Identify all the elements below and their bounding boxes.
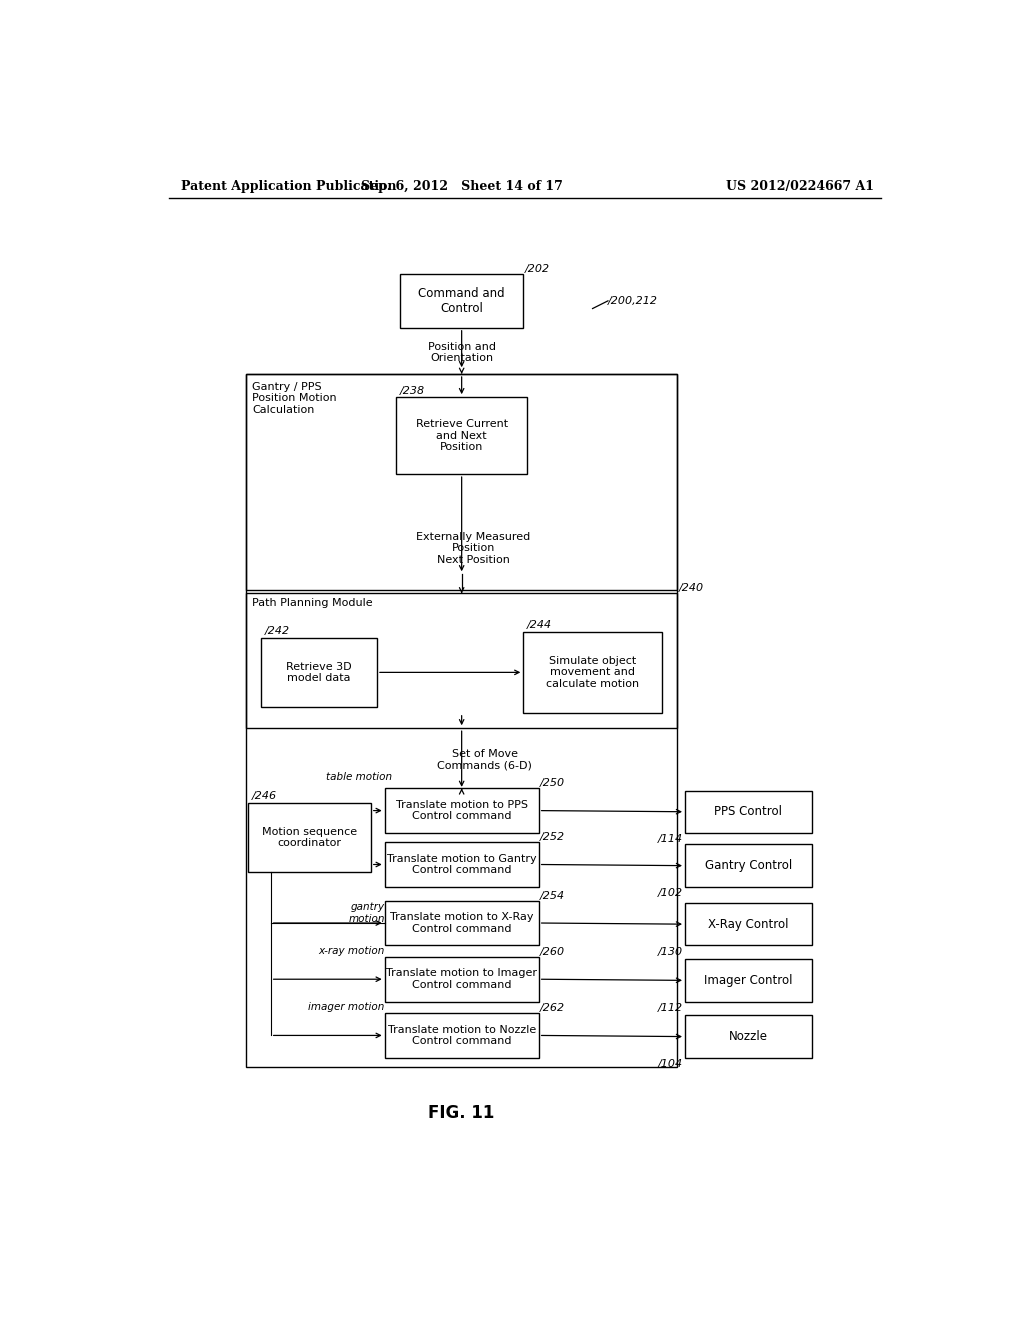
Text: /240: /240	[679, 583, 703, 594]
Bar	[246, 594, 677, 729]
Bar	[685, 791, 812, 833]
Text: Position and
Orientation: Position and Orientation	[428, 342, 496, 363]
Text: Imager Control: Imager Control	[705, 974, 793, 987]
Text: /250: /250	[541, 779, 565, 788]
Text: Gantry Control: Gantry Control	[705, 859, 793, 873]
Text: Externally Measured
Position
Next Position: Externally Measured Position Next Positi…	[416, 532, 530, 565]
Text: /246: /246	[252, 792, 276, 801]
Text: Gantry / PPS
Position Motion
Calculation: Gantry / PPS Position Motion Calculation	[252, 381, 337, 414]
Text: Sep. 6, 2012   Sheet 14 of 17: Sep. 6, 2012 Sheet 14 of 17	[360, 181, 562, 194]
Bar	[385, 957, 539, 1002]
Text: /202: /202	[524, 264, 550, 275]
Text: /254: /254	[541, 891, 565, 900]
Bar	[246, 374, 677, 590]
Text: /238: /238	[400, 385, 425, 396]
Text: Retrieve 3D
model data: Retrieve 3D model data	[287, 661, 352, 684]
Text: Translate motion to Imager
Control command: Translate motion to Imager Control comma…	[386, 969, 538, 990]
Text: /104: /104	[658, 1059, 683, 1069]
Bar	[400, 275, 523, 327]
Text: /252: /252	[541, 832, 565, 842]
Text: Retrieve Current
and Next
Position: Retrieve Current and Next Position	[416, 418, 508, 453]
Text: Motion sequence
coordinator: Motion sequence coordinator	[262, 826, 356, 849]
Text: US 2012/0224667 A1: US 2012/0224667 A1	[726, 181, 874, 194]
Text: gantry
motion: gantry motion	[348, 902, 385, 924]
Text: /244: /244	[527, 620, 552, 631]
Text: Path Planning Module: Path Planning Module	[252, 598, 373, 609]
Text: /114: /114	[658, 834, 683, 845]
Bar	[685, 903, 812, 945]
Text: Set of Move
Commands (6-D): Set of Move Commands (6-D)	[437, 748, 532, 771]
Text: /112: /112	[658, 1003, 683, 1012]
Text: /130: /130	[658, 946, 683, 957]
Bar	[385, 842, 539, 887]
Bar	[385, 900, 539, 945]
Bar	[523, 632, 662, 713]
Text: table motion: table motion	[327, 772, 392, 783]
Bar	[385, 1014, 539, 1057]
Text: X-Ray Control: X-Ray Control	[709, 917, 788, 931]
Text: PPS Control: PPS Control	[715, 805, 782, 818]
Bar	[385, 788, 539, 833]
Bar	[261, 638, 377, 708]
Text: /200,212: /200,212	[608, 296, 658, 306]
Bar	[248, 803, 371, 873]
Text: Nozzle: Nozzle	[729, 1030, 768, 1043]
Text: /242: /242	[265, 626, 291, 636]
Text: x-ray motion: x-ray motion	[318, 946, 385, 956]
Bar	[685, 845, 812, 887]
Text: /102: /102	[658, 888, 683, 899]
Text: Simulate object
movement and
calculate motion: Simulate object movement and calculate m…	[546, 656, 639, 689]
Bar	[246, 374, 677, 1067]
Text: imager motion: imager motion	[308, 1002, 385, 1012]
Text: /260: /260	[541, 946, 565, 957]
Bar	[685, 960, 812, 1002]
Text: FIG. 11: FIG. 11	[428, 1105, 495, 1122]
Text: /262: /262	[541, 1003, 565, 1014]
Text: Command and
Control: Command and Control	[419, 286, 505, 315]
Text: Translate motion to PPS
Control command: Translate motion to PPS Control command	[395, 800, 527, 821]
Bar	[396, 397, 527, 474]
Bar	[685, 1015, 812, 1057]
Text: Translate motion to Gantry
Control command: Translate motion to Gantry Control comma…	[387, 854, 537, 875]
Text: Translate motion to Nozzle
Control command: Translate motion to Nozzle Control comma…	[387, 1024, 536, 1047]
Text: Patent Application Publication: Patent Application Publication	[180, 181, 396, 194]
Text: Translate motion to X-Ray
Control command: Translate motion to X-Ray Control comman…	[390, 912, 534, 933]
